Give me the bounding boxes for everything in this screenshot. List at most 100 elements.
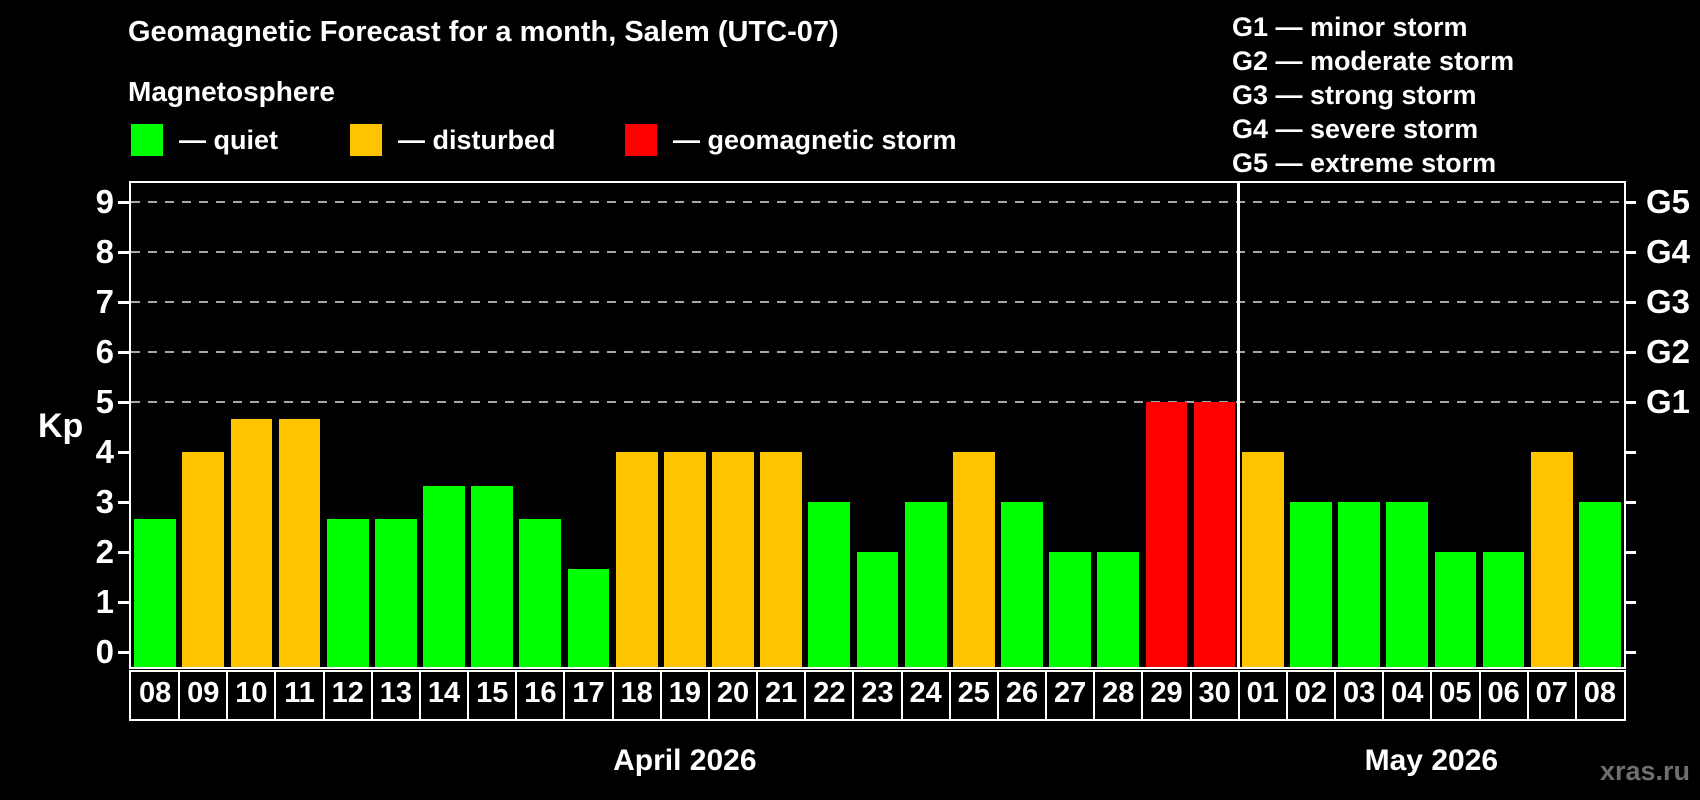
day-label-02: 02 [1294,677,1328,709]
right-tick-1 [1624,600,1636,604]
day-label-15: 15 [476,677,509,709]
day-label-14: 14 [427,677,461,709]
day-label-28: 28 [1102,677,1135,709]
kp-bar-day-21 [760,452,803,667]
kp-bar-day-08 [134,518,176,667]
day-cell-divider [274,672,277,719]
g-scale-label-G4: G4 [1646,233,1691,270]
legend-item-quiet: — quiet [131,123,278,157]
left-tick-3 [118,500,130,504]
g-scale-label-G2: G2 [1646,333,1691,370]
legend-label-disturbed: — disturbed [398,124,556,155]
legend-label-quiet: — quiet [179,124,278,155]
day-label-row: 08 09 10 11 12 13 14 15 16 17 18 19 20 21 22 23 24 25 26 27… [129,670,1626,721]
day-label-18: 18 [620,677,653,709]
kp-bar-day-09 [182,452,225,667]
day-cell-divider [226,672,229,719]
kp-bar-day-04 [1386,502,1429,667]
day-cell-divider [1141,672,1144,719]
day-cell-divider [948,672,951,719]
legend-swatch-quiet-icon [131,124,163,156]
gridline-kp7 [131,301,1624,303]
kp-bar-day-05 [1434,552,1477,667]
day-label-07: 07 [1535,677,1568,709]
day-label-09: 09 [187,677,220,709]
g-scale-label-G5: G5 [1646,183,1691,220]
kp-bar-day-25 [952,452,995,667]
legend-swatch-storm-icon [625,124,657,156]
right-tick-7 [1624,300,1636,304]
kp-bar-day-17 [567,568,610,667]
day-cell-divider [804,672,807,719]
day-label-24: 24 [909,677,942,709]
kp-bar-day-13 [375,518,417,667]
kp-bar-day-27 [1049,552,1091,667]
day-label-29: 29 [1150,677,1183,709]
day-label-22: 22 [813,677,846,709]
kp-bar-day-11 [278,418,321,667]
day-label-17: 17 [572,677,605,709]
day-cell-divider [852,672,855,719]
kp-bar-day-26 [1001,502,1043,667]
right-tick-8 [1624,250,1636,254]
kp-status-legend: — quiet — disturbed — geomagnetic storm [131,123,1031,157]
day-label-10: 10 [235,677,268,709]
left-tick-4 [118,450,130,454]
kp-bar-day-29 [1145,402,1188,667]
day-cell-divider [322,672,325,719]
day-cell-divider [1430,672,1433,719]
day-cell-divider [370,672,373,719]
gridline-kp6 [131,351,1624,353]
left-tick-2 [118,550,130,554]
day-label-25: 25 [957,677,990,709]
g-legend-line-4: G4 — severe storm [1232,114,1479,144]
day-label-30: 30 [1198,677,1231,709]
kp-bar-day-03 [1338,502,1380,667]
day-cell-divider [1237,672,1240,719]
day-cell-divider [611,672,614,719]
day-label-12: 12 [331,677,364,709]
left-tick-8 [118,250,130,254]
plot-area [129,181,1626,669]
y-tick-label-6: 6 [95,333,114,370]
y-tick-label-0: 0 [95,633,114,670]
g-legend-line-2: G2 — moderate storm [1232,46,1515,76]
kp-bar-day-08 [1579,502,1621,667]
day-cell-divider [1382,672,1385,719]
kp-bar-day-19 [663,452,706,667]
y-tick-label-5: 5 [95,383,114,420]
kp-bar-day-23 [856,552,899,667]
day-cell-divider [1045,672,1048,719]
day-cell-divider [756,672,759,719]
kp-bar-day-24 [904,502,947,667]
g-scale-label-G3: G3 [1646,283,1691,320]
day-cell-divider [467,672,470,719]
right-tick-9 [1624,200,1636,204]
day-label-08: 08 [138,677,172,709]
kp-bar-day-02 [1290,502,1332,667]
day-cell-divider [1574,672,1577,719]
day-label-21: 21 [765,677,798,709]
left-tick-7 [118,300,130,304]
kp-bar-day-15 [471,485,514,667]
g-legend-line-1: G1 — minor storm [1232,12,1468,42]
kp-bar-day-06 [1482,552,1525,667]
month-label-april: April 2026 [613,744,757,777]
day-label-16: 16 [524,677,557,709]
day-label-03: 03 [1342,677,1376,709]
day-label-04: 04 [1391,677,1424,709]
right-tick-6 [1624,350,1636,354]
right-tick-5 [1624,400,1636,404]
kp-bar-day-14 [423,485,465,667]
kp-bar-day-30 [1193,402,1236,667]
kp-bar-day-07 [1530,452,1573,667]
day-label-06: 06 [1487,677,1520,709]
legend-item-disturbed: — disturbed [350,123,556,157]
y-tick-label-4: 4 [95,433,114,470]
y-tick-label-9: 9 [95,183,114,220]
gridline-kp8 [131,251,1624,253]
y-tick-label-7: 7 [95,283,114,320]
day-cell-divider [1093,672,1096,719]
day-cell-divider [996,672,999,719]
